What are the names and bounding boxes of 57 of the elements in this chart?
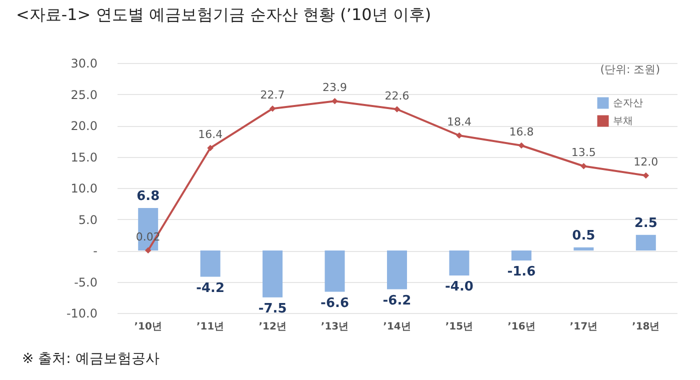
data-label: 2.5 [634,216,658,231]
bar [449,250,470,276]
point [518,142,525,149]
x-tick-label: ’17년 [570,322,598,332]
y-tick-label: - [93,244,98,258]
text: ※ 출처: 예금보험공사 [22,350,160,368]
y-tick-label: 20.0 [70,119,98,133]
point [642,172,650,179]
point [394,106,400,112]
data-label: -6.6 [320,296,349,311]
data-label: 16.4 [198,128,223,141]
data-label: 0.5 [572,228,596,244]
x-tick-label: ’15년 [445,322,474,332]
y-tick-label: -10.0 [66,306,98,320]
chart-title: <자료-1> 연도별 예금보험기금 순자산 현황 (’10년 이후) [16,5,432,24]
data-label: 18.4 [446,116,472,128]
bar [200,250,220,277]
bar [324,250,345,292]
x-tick-label: ’16년 [508,322,536,332]
data-label: 13.5 [571,146,596,160]
bar [574,247,594,250]
data-label: -6.2 [382,293,412,308]
point [580,162,587,170]
data-label: -1.6 [507,264,536,280]
x-tick-label: ’14년 [383,322,411,332]
data-label: -7.5 [258,301,287,316]
x-tick-label: ’10년 [134,322,162,332]
data-label: 22.7 [260,88,285,102]
bar [262,250,283,298]
point [456,132,462,139]
legend-label: 부채 [613,116,633,127]
y-tick-label: 5.0 [78,212,98,227]
y-tick-label: 30.0 [70,56,98,70]
x-tick-label: ’12년 [258,322,286,332]
data-label: 12.0 [634,156,658,168]
legend-label: 순자산 [613,98,643,109]
x-tick-label: ’13년 [320,322,349,332]
bar [387,250,407,290]
y-tick-label: 25.0 [70,88,98,102]
point [144,247,152,254]
data-label: 6.8 [136,189,160,204]
data-label: 23.9 [322,81,348,94]
point [207,144,214,152]
x-tick-label: ’11년 [196,322,224,332]
x-tick-label: ’18년 [632,322,660,332]
annotation: (단위: 조원) [600,62,660,77]
bar [636,234,656,250]
point [269,105,276,112]
data-label: 22.6 [384,89,410,102]
bar [511,250,532,260]
data-label: -4.0 [445,280,474,294]
y-tick-label: -5.0 [74,275,98,290]
data-label: 16.8 [509,126,534,138]
y-tick-label: 10.0 [70,182,98,196]
y-tick-label: 15.0 [70,150,98,164]
data-label: -4.2 [196,280,225,296]
point [332,98,338,104]
